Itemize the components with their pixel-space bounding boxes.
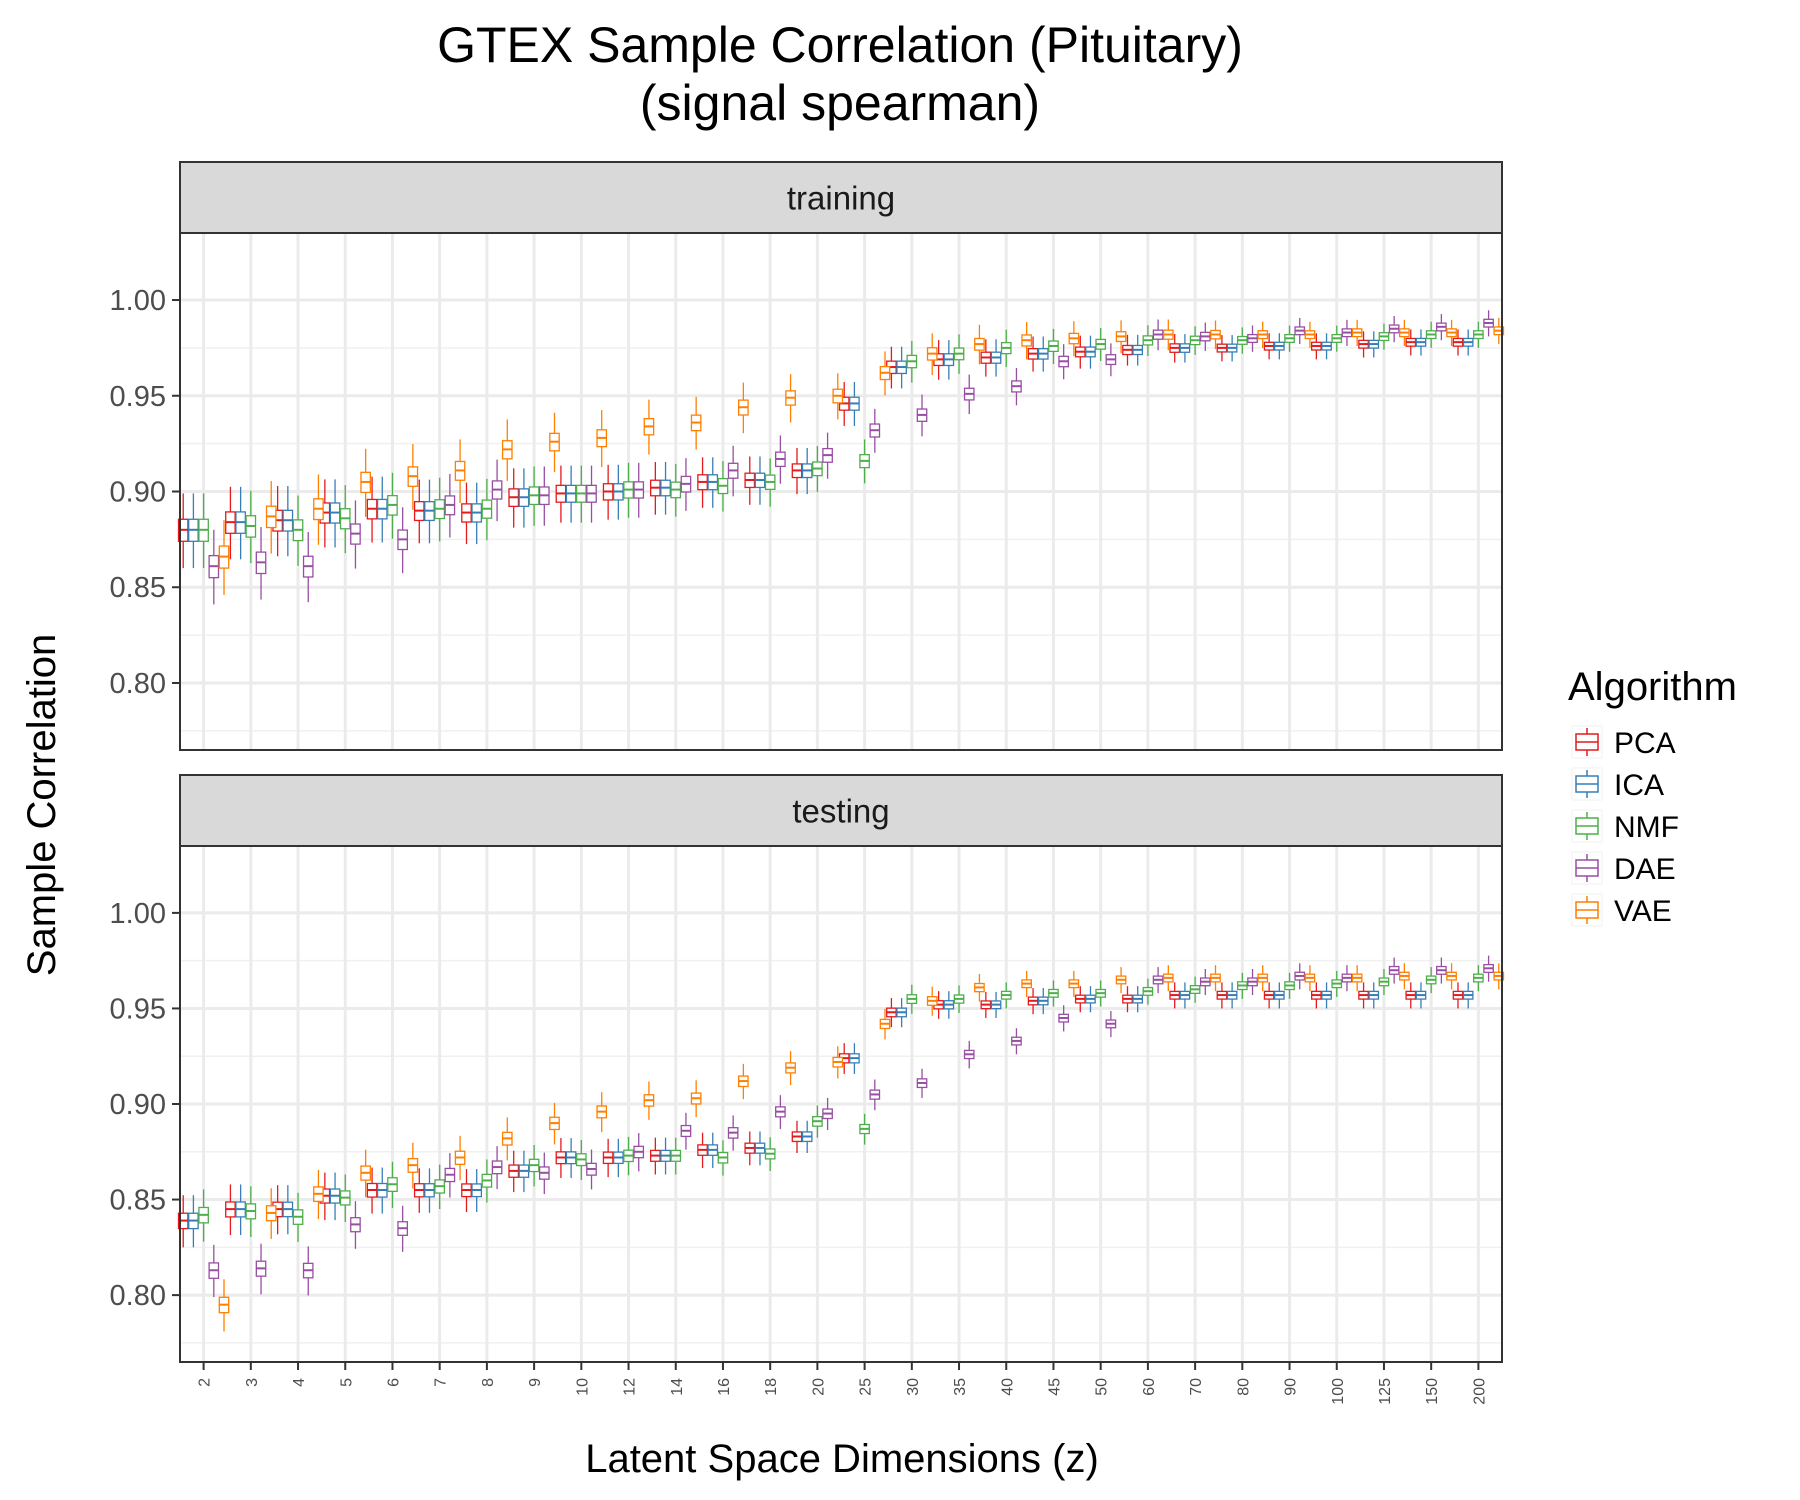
y-tick-label: 0.80 <box>110 668 166 700</box>
x-tick-label: 16 <box>716 1378 733 1396</box>
y-tick-label: 0.90 <box>110 477 166 509</box>
x-tick-label: 70 <box>1188 1378 1205 1396</box>
x-tick-label: 50 <box>1094 1378 1111 1396</box>
x-tick-label: 80 <box>1235 1378 1252 1396</box>
x-tick-label: 100 <box>1330 1378 1347 1405</box>
x-tick-label: 150 <box>1424 1378 1441 1405</box>
y-tick-label: 0.90 <box>110 1089 166 1121</box>
x-tick-label: 5 <box>338 1378 355 1387</box>
y-tick-label: 0.95 <box>110 381 166 413</box>
x-tick-label: 7 <box>433 1378 450 1387</box>
x-tick-label: 40 <box>999 1378 1016 1396</box>
x-tick-label: 9 <box>527 1378 544 1387</box>
x-tick-label: 200 <box>1471 1378 1488 1405</box>
x-tick-label: 12 <box>622 1378 639 1396</box>
y-tick-label: 0.85 <box>110 1185 166 1217</box>
facet-strip <box>179 774 1503 847</box>
y-tick-label: 1.00 <box>110 898 166 930</box>
legend-label: DAE <box>1614 853 1676 886</box>
facet-strip <box>179 161 1503 234</box>
legend-label: ICA <box>1614 769 1664 802</box>
x-axis-title: Latent Space Dimensions (z) <box>585 1437 1099 1481</box>
y-tick-label: 0.95 <box>110 993 166 1025</box>
y-tick-label: 0.85 <box>110 572 166 604</box>
x-tick-label: 14 <box>669 1378 686 1396</box>
chart-subtitle: (signal spearman) <box>640 75 1040 131</box>
x-tick-label: 25 <box>858 1378 875 1396</box>
legend-label: PCA <box>1614 727 1676 760</box>
legend-label: NMF <box>1614 811 1679 844</box>
facet-strip-label: testing <box>792 793 889 830</box>
x-tick-label: 6 <box>385 1378 402 1387</box>
y-tick-label: 1.00 <box>110 285 166 317</box>
chart-title: GTEX Sample Correlation (Pituitary) <box>437 17 1243 73</box>
x-tick-label: 90 <box>1283 1378 1300 1396</box>
x-tick-label: 60 <box>1141 1378 1158 1396</box>
x-tick-label: 35 <box>952 1378 969 1396</box>
x-tick-label: 2 <box>197 1378 214 1387</box>
facet-strip-label: training <box>787 180 895 217</box>
legend: Algorithm PCA ICA NMF DAE VAE <box>1568 665 1737 928</box>
x-tick-label: 8 <box>480 1378 497 1387</box>
y-axis-title: Sample Correlation <box>20 634 64 976</box>
y-tick-label: 0.80 <box>110 1280 166 1312</box>
x-tick-label: 3 <box>244 1378 261 1387</box>
x-tick-label: 4 <box>291 1378 308 1387</box>
x-tick-label: 10 <box>574 1378 591 1396</box>
legend-label: VAE <box>1614 895 1672 928</box>
x-tick-label: 125 <box>1377 1378 1394 1405</box>
legend-title: Algorithm <box>1568 665 1737 709</box>
x-tick-label: 45 <box>1046 1378 1063 1396</box>
panel-training: training 0.80 0.85 0.90 0.95 1.00 <box>110 161 1505 751</box>
x-tick-label: 30 <box>905 1378 922 1396</box>
x-tick-label: 20 <box>810 1378 827 1396</box>
x-tick-label: 18 <box>763 1378 780 1396</box>
